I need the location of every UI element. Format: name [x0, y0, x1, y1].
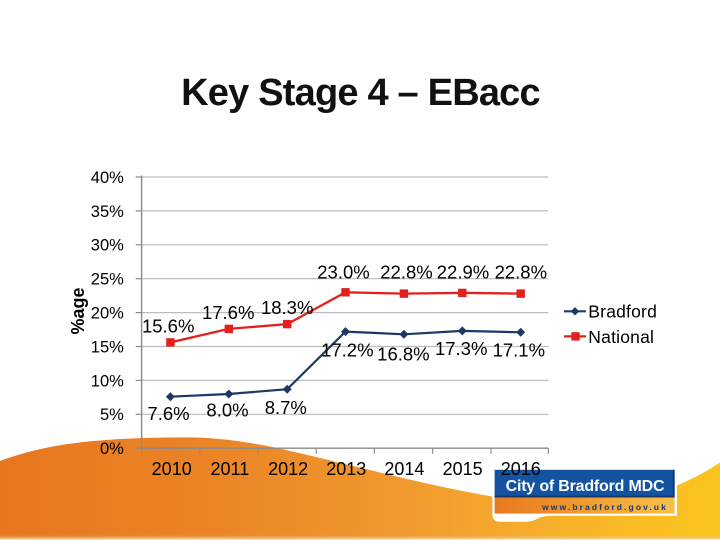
svg-text:City of Bradford MDC: City of Bradford MDC: [506, 478, 665, 495]
svg-text:2013: 2013: [326, 459, 366, 479]
svg-text:%age: %age: [68, 287, 88, 334]
svg-text:25%: 25%: [91, 271, 124, 289]
svg-text:National: National: [588, 327, 654, 347]
svg-text:www.bradford.gov.uk: www.bradford.gov.uk: [541, 502, 668, 512]
svg-text:17.3%: 17.3%: [435, 338, 487, 359]
svg-text:22.9%: 22.9%: [437, 261, 489, 282]
svg-text:8.7%: 8.7%: [265, 397, 307, 418]
svg-text:Bradford: Bradford: [588, 302, 657, 322]
svg-text:15%: 15%: [91, 338, 124, 356]
svg-text:2011: 2011: [211, 459, 250, 479]
svg-text:17.2%: 17.2%: [321, 340, 373, 361]
svg-text:2010: 2010: [152, 459, 192, 479]
svg-text:7.6%: 7.6%: [147, 403, 189, 424]
svg-text:18.3%: 18.3%: [261, 297, 313, 318]
svg-text:22.8%: 22.8%: [495, 261, 547, 282]
svg-text:20%: 20%: [91, 305, 124, 323]
svg-text:15.6%: 15.6%: [142, 315, 194, 336]
svg-text:2016: 2016: [501, 459, 541, 479]
svg-text:0%: 0%: [100, 440, 124, 458]
svg-text:2014: 2014: [384, 459, 424, 479]
svg-text:35%: 35%: [91, 203, 124, 221]
svg-text:23.0%: 23.0%: [317, 261, 369, 282]
svg-text:30%: 30%: [91, 237, 124, 255]
svg-text:8.0%: 8.0%: [206, 399, 248, 420]
svg-text:40%: 40%: [91, 169, 124, 187]
svg-text:22.8%: 22.8%: [380, 261, 432, 282]
svg-text:5%: 5%: [100, 406, 124, 424]
svg-text:Key Stage 4 – EBacc: Key Stage 4 – EBacc: [181, 72, 540, 114]
svg-text:17.1%: 17.1%: [493, 340, 545, 361]
svg-text:2015: 2015: [443, 459, 483, 479]
svg-text:2012: 2012: [268, 459, 308, 479]
svg-text:17.6%: 17.6%: [202, 302, 254, 323]
svg-text:10%: 10%: [91, 372, 124, 390]
svg-text:16.8%: 16.8%: [377, 344, 429, 365]
